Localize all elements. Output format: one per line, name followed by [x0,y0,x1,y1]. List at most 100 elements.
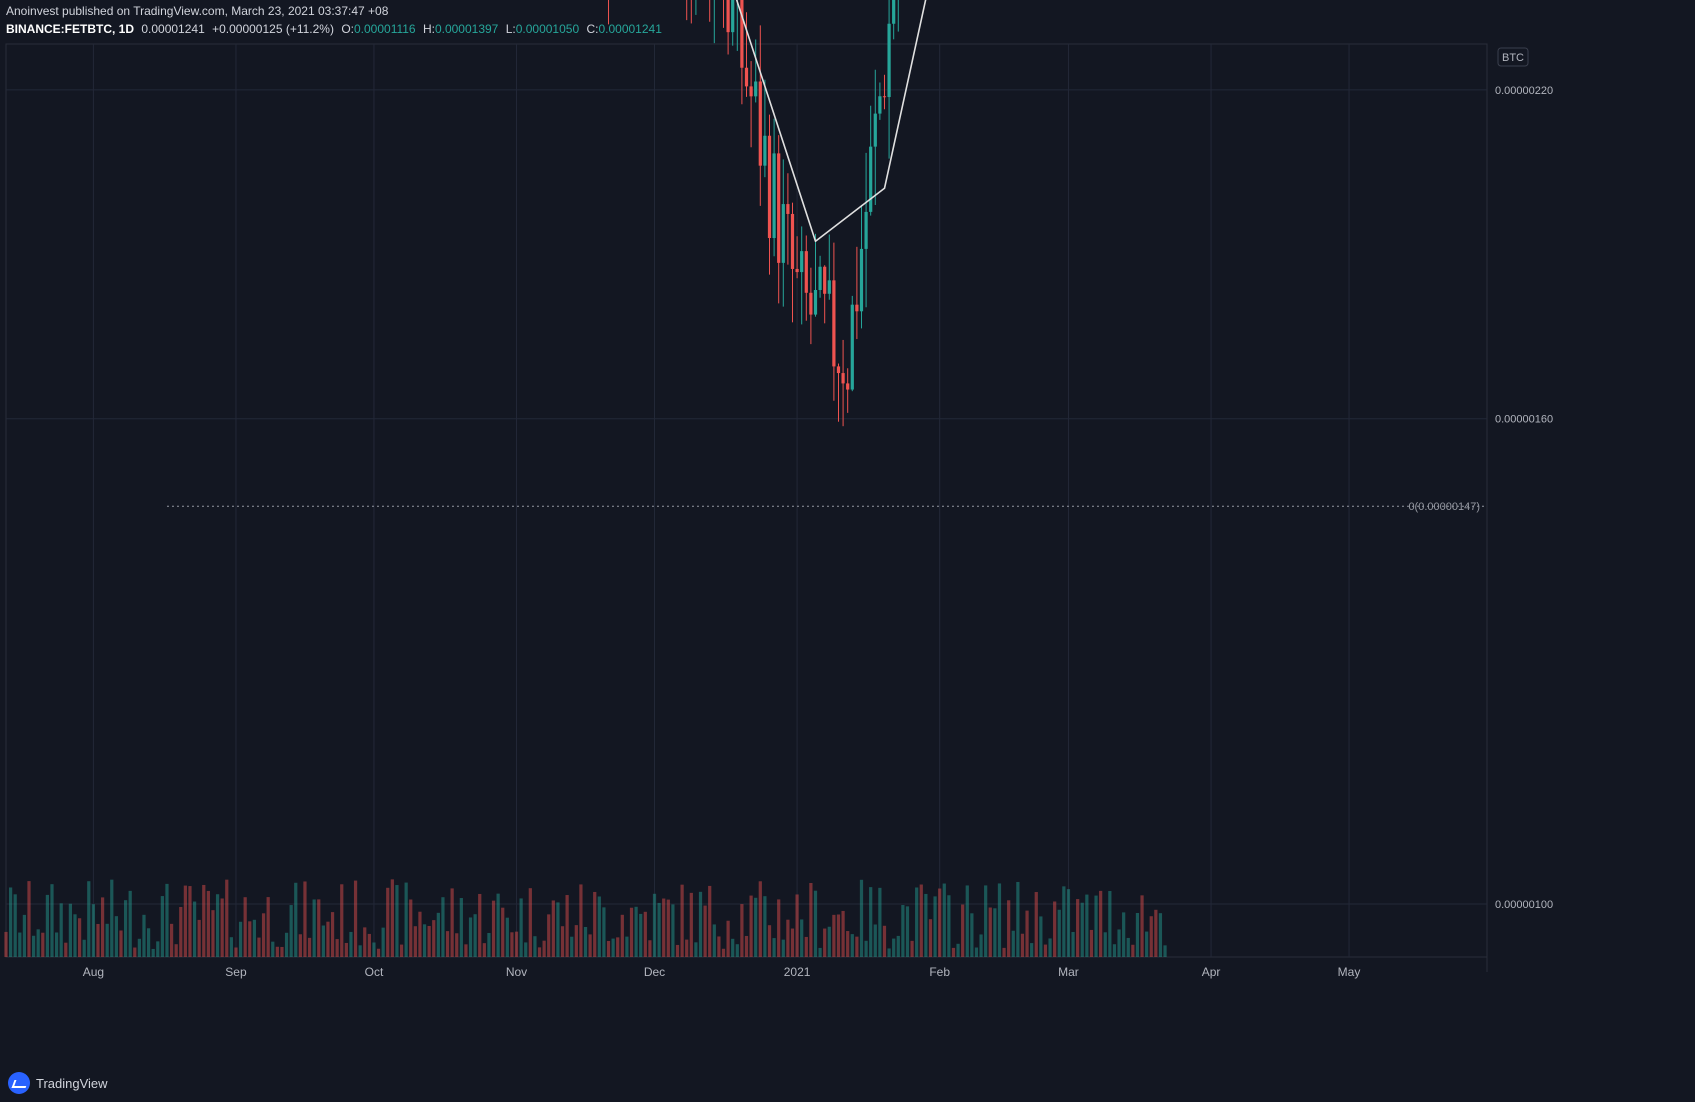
volume-bar [114,916,118,957]
volume-bar [919,884,923,957]
candle-body [823,266,827,294]
candles-group [608,0,899,427]
volume-bar [537,947,542,957]
volume-bar [689,892,693,957]
tradingview-logo[interactable]: TradingView [8,1072,108,1094]
volume-bar [915,887,919,957]
symbol-legend: BINANCE:FETBTC, 1D 0.00001241 +0.0000012… [6,22,662,36]
volume-bar [579,884,583,957]
volume-bar [1016,881,1020,957]
volume-bar [1154,909,1158,957]
volume-bar [188,886,192,957]
x-tick-label: Feb [929,965,950,979]
candle-body [758,81,762,166]
volume-bar [87,881,91,957]
volume-bar [482,943,486,957]
moving-average-ma20 [735,0,927,243]
volume-bar [735,944,739,957]
candle-body [827,280,831,294]
volume-bar [749,895,753,957]
volume-bar [961,904,965,957]
volume-bar [252,919,256,957]
volume-bar [1034,892,1038,957]
volume-bar [956,943,960,957]
currency-tag: BTC [1497,47,1529,67]
open-label: O: [341,22,354,36]
volume-bar [395,885,399,957]
volume-bar [441,897,445,957]
price-change: +0.00000125 (+11.2%) [212,22,334,36]
volume-bar [459,898,463,957]
volume-bar [951,947,956,957]
volume-bar [694,942,698,957]
volume-bar [225,879,229,957]
volume-bar [8,887,13,957]
volume-bar [455,933,459,957]
volume-bar [1057,909,1061,957]
volume-bar [997,883,1002,957]
volume-bar [1099,890,1103,957]
x-tick-label: May [1338,965,1361,979]
volume-bar [1011,930,1015,957]
fib-level-label: 0(0.00000147) [1408,501,1480,513]
volume-bar [358,945,362,957]
volume-bar [712,924,716,957]
volume-bar [685,939,689,957]
candle-body [832,280,836,367]
candle-body [731,0,735,33]
candle-body [795,268,799,273]
volume-bar [312,899,316,957]
plot-frame [5,43,1488,958]
volume-bar [409,899,413,957]
volume-bar [625,936,629,957]
symbol-label[interactable]: BINANCE:FETBTC, 1D [6,22,134,36]
volume-bar [505,917,509,957]
volume-bar [671,904,675,957]
volume-bar [1020,933,1025,957]
volume-bar [1163,945,1167,957]
volume-bar [597,896,601,957]
volume-bar [1094,895,1098,957]
volume-bar [657,902,661,957]
volume-bar [662,898,666,957]
volume-bar [1039,916,1043,957]
volume-bar [1076,899,1080,957]
volume-bar [151,948,155,957]
volume-bar [404,882,408,957]
candle-body [882,96,887,98]
volume-bar [36,929,40,957]
volume-bar [473,914,477,957]
volume-bar [413,926,417,957]
volume-bar [1103,932,1107,957]
volume-bar [330,912,335,957]
volume-bar [533,936,537,957]
low-label: L: [505,22,516,36]
volume-bar [873,924,877,957]
volume-bar [491,900,496,957]
volume-bar [1085,894,1089,957]
volume-bar [160,896,164,957]
tradingview-brand: TradingView [36,1075,108,1091]
candle-body [777,153,781,263]
volume-bar [64,942,68,957]
volume-bar [698,891,703,957]
volume-bar [335,939,339,957]
volume-bar [234,947,238,957]
volume-bar [156,941,160,957]
volume-bar [602,907,606,957]
candle-body [846,383,850,390]
candle-body [726,0,730,33]
volume-bar [363,927,367,957]
volume-bar [68,903,73,957]
candle-body [818,266,822,291]
volume-bar [1002,947,1006,957]
volume-bar [528,888,532,957]
volume-bar [82,939,86,957]
volume-bar [1112,944,1117,957]
volume-bar [928,919,933,957]
volume-bar [1122,912,1126,957]
volume-bar [675,944,680,957]
volume-bar [924,893,928,957]
candle-body [864,211,868,249]
